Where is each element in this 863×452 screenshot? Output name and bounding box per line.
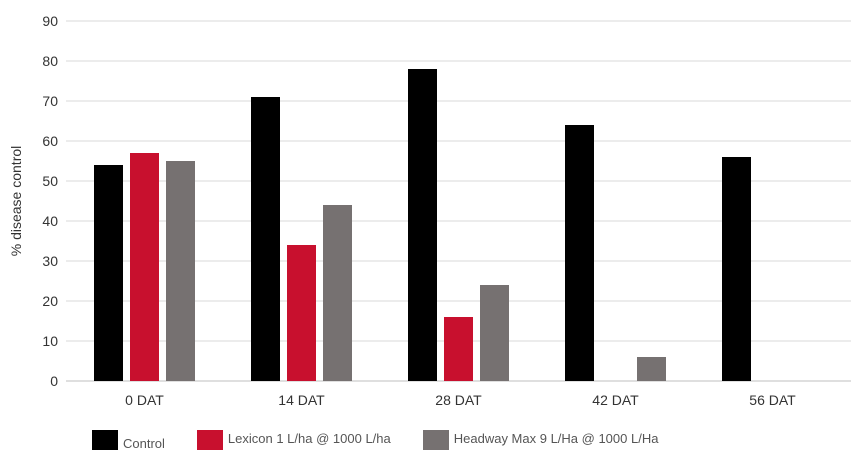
legend-swatch-lexicon — [196, 430, 223, 450]
legend-item-control: Control — [92, 430, 165, 451]
y-tick-label: 40 — [42, 213, 58, 229]
legend-label-lexicon: Lexicon 1 L/ha @ 1000 L/ha — [227, 431, 391, 446]
bar — [480, 285, 509, 381]
bar — [565, 125, 594, 381]
y-tick-label: 50 — [42, 173, 58, 189]
y-tick-label: 20 — [42, 293, 58, 309]
bar — [637, 357, 666, 381]
legend-swatch-control — [92, 430, 118, 450]
y-tick-label: 30 — [42, 253, 58, 269]
bar — [408, 69, 437, 381]
bar — [323, 205, 352, 381]
legend-label-control: Control — [123, 436, 165, 451]
bar — [287, 245, 316, 381]
y-tick-label: 80 — [42, 53, 58, 69]
bar — [94, 165, 123, 381]
y-tick-label: 90 — [42, 13, 58, 29]
y-tick-label: 70 — [42, 93, 58, 109]
legend-label-headway: Headway Max 9 L/Ha @ 1000 L/Ha — [453, 431, 659, 446]
legend-item-lexicon: Lexicon 1 L/ha @ 1000 L/ha — [196, 430, 391, 450]
y-tick-label: 10 — [42, 333, 58, 349]
chart-plot: 0 10 20 30 40 50 60 70 80 90 % disease control 0 DA… — [8, 13, 851, 408]
x-tick-label: 42 DAT — [592, 392, 639, 408]
bar — [722, 157, 751, 381]
x-tick-label: 0 DAT — [125, 392, 164, 408]
bar — [444, 317, 473, 381]
bar — [251, 97, 280, 381]
bar — [130, 153, 159, 381]
y-axis-title: % disease control — [8, 146, 24, 257]
y-tick-label: 0 — [50, 373, 58, 389]
legend-swatch-headway — [422, 430, 449, 450]
bar — [166, 161, 195, 381]
x-tick-label: 56 DAT — [749, 392, 796, 408]
x-tick-label: 14 DAT — [278, 392, 325, 408]
legend: Control Lexicon 1 L/ha @ 1000 L/ha Headw… — [92, 430, 658, 452]
y-tick-label: 60 — [42, 133, 58, 149]
legend-item-headway: Headway Max 9 L/Ha @ 1000 L/Ha — [422, 430, 659, 450]
x-tick-label: 28 DAT — [435, 392, 482, 408]
